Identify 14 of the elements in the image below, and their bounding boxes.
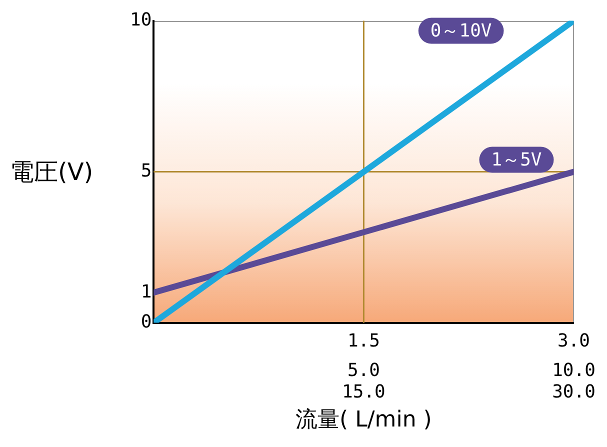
y-tick-label: 5 (140, 160, 152, 182)
y-axis-title: 電圧(V) (10, 158, 94, 186)
series-label: 1～5V (491, 149, 542, 170)
x2-tick-label: 10.0 (552, 360, 596, 381)
x2-tick-label: 5.0 (347, 360, 380, 381)
x-tick-label: 3.0 (557, 330, 590, 352)
y-tick-label: 0 (140, 311, 152, 332)
text: 30.0 (552, 381, 596, 402)
y-tick-label: 1 (140, 281, 152, 302)
text: 15.0 (342, 381, 386, 402)
x-tick-label: 1.5 (347, 330, 380, 352)
x-axis-title: 流量( L/min ) (296, 408, 432, 433)
series-label: 0～10V (430, 20, 492, 42)
y-tick-label: 10 (130, 9, 152, 30)
